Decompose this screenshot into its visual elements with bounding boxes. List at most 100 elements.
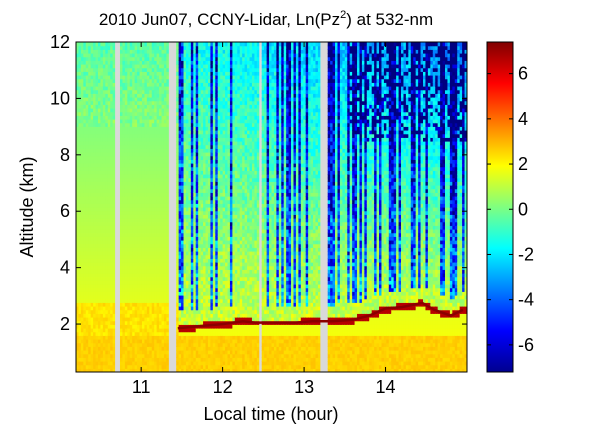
heatmap-cell [134, 86, 138, 91]
heatmap-cell [76, 262, 80, 267]
heatmap-cell [119, 115, 124, 120]
heatmap-cell [161, 225, 165, 230]
heatmap-cell [124, 368, 128, 372]
heatmap-cell [166, 240, 170, 245]
heatmap-cell [137, 56, 141, 61]
heatmap-cell [151, 148, 155, 153]
heatmap-cell [181, 196, 185, 201]
heatmap-cell [78, 137, 82, 142]
heatmap-cell [129, 53, 133, 58]
heatmap-cell [159, 42, 163, 47]
heatmap-cell [107, 258, 111, 263]
heatmap-cell [93, 221, 97, 226]
heatmap-cell [119, 335, 124, 340]
heatmap-cell [105, 335, 109, 340]
heatmap-cell [134, 368, 138, 372]
heatmap-cell [93, 199, 97, 204]
heatmap-cell [176, 221, 180, 226]
heatmap-cell [149, 306, 153, 311]
heatmap-cell [93, 262, 97, 267]
heatmap-cell [88, 339, 92, 344]
heatmap-cell [78, 328, 82, 333]
heatmap-cell [176, 93, 180, 98]
heatmap-cell [166, 302, 170, 307]
heatmap-cell [95, 126, 99, 131]
heatmap-cell [137, 159, 141, 164]
heatmap-cell [80, 64, 84, 69]
heatmap-cell [154, 53, 158, 58]
heatmap-cell [144, 364, 148, 369]
heatmap-cell [154, 306, 158, 311]
heatmap-cell [178, 108, 182, 113]
heatmap-cell [178, 60, 182, 65]
heatmap-cell [159, 339, 163, 344]
heatmap-cell [146, 368, 150, 372]
heatmap-cell [146, 210, 150, 215]
heatmap-cell [88, 137, 92, 142]
heatmap-cell [151, 243, 155, 248]
heatmap-cell [154, 295, 158, 300]
heatmap-cell [178, 229, 182, 234]
heatmap-cell [154, 155, 158, 160]
heatmap-cell [181, 291, 185, 296]
heatmap-cell [176, 166, 180, 171]
heatmap-cell [124, 306, 128, 311]
heatmap-cell [185, 269, 190, 274]
heatmap-cell [134, 111, 138, 116]
heatmap-cell [97, 207, 102, 212]
heatmap-cell [110, 64, 114, 69]
heatmap-cell [129, 119, 133, 124]
heatmap-cell [93, 265, 97, 270]
heatmap-cell [141, 214, 146, 219]
heatmap-cell [112, 240, 116, 245]
heatmap-cell [129, 133, 133, 138]
heatmap-cell [185, 357, 190, 362]
heatmap-cell [176, 229, 180, 234]
heatmap-cell [80, 104, 84, 109]
heatmap-cell [185, 291, 190, 296]
heatmap-cell [107, 185, 111, 190]
heatmap-cell [78, 214, 82, 219]
heatmap-cell [154, 331, 158, 336]
heatmap-cell [80, 287, 84, 292]
heatmap-cell [122, 218, 126, 223]
heatmap-cell [154, 42, 158, 47]
heatmap-cell [139, 258, 143, 263]
heatmap-cell [78, 159, 82, 164]
heatmap-cell [124, 328, 128, 333]
heatmap-cell [110, 203, 114, 208]
heatmap-cell [141, 108, 146, 113]
heatmap-cell [188, 291, 192, 296]
heatmap-cell [110, 185, 114, 190]
heatmap-cell [166, 342, 170, 347]
heatmap-cell [90, 56, 94, 61]
heatmap-cell [122, 56, 126, 61]
heatmap-cell [127, 273, 131, 278]
heatmap-cell [185, 339, 190, 344]
heatmap-cell [83, 225, 87, 230]
heatmap-cell [161, 339, 165, 344]
heatmap-cell [166, 251, 170, 256]
heatmap-cell [151, 368, 155, 372]
heatmap-cell [93, 60, 97, 65]
heatmap-cell [141, 100, 146, 105]
heatmap-cell [144, 97, 148, 102]
heatmap-cell [159, 137, 163, 142]
heatmap-cell [105, 177, 109, 182]
heatmap-cell [93, 324, 97, 329]
heatmap-cell [110, 199, 114, 204]
heatmap-cell [105, 210, 109, 215]
heatmap-cell [88, 196, 92, 201]
heatmap-cell [151, 309, 155, 314]
heatmap-cell [100, 335, 104, 340]
heatmap-cell [107, 240, 111, 245]
heatmap-cell [176, 328, 180, 333]
heatmap-cell [156, 262, 160, 267]
heatmap-cell [110, 141, 114, 146]
heatmap-cell [95, 67, 99, 72]
heatmap-cell [95, 221, 99, 226]
heatmap-cell [161, 335, 165, 340]
heatmap-cell [183, 302, 187, 307]
heatmap-cell [151, 78, 155, 83]
heatmap-cell [134, 75, 138, 80]
